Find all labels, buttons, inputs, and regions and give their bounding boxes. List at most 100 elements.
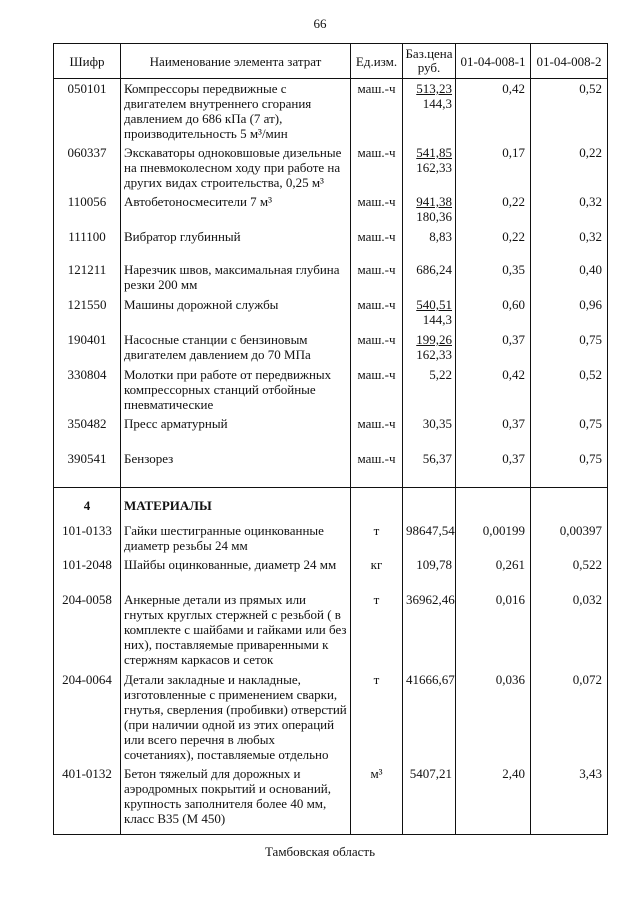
code-cell: 121211 bbox=[53, 260, 121, 295]
norm-value: 0,17 bbox=[455, 143, 531, 192]
column-header: 01-04-008-2 bbox=[530, 43, 608, 79]
unit-cell: м³ bbox=[350, 764, 403, 834]
price-cell: 513,23 144,3 bbox=[402, 78, 456, 143]
norm-value: 0,22 bbox=[530, 143, 608, 192]
norm-value: 0,75 bbox=[530, 414, 608, 449]
price-line: 109,78 bbox=[416, 557, 452, 572]
code-cell: 111100 bbox=[53, 227, 121, 260]
header-row: Шифр Наименование элемента затрат Ед.изм. Б… bbox=[53, 43, 608, 79]
name-cell: Нарезчик швов, максимальная глубина резк… bbox=[120, 260, 351, 295]
price-cell: 540,51 144,3 bbox=[402, 295, 456, 330]
price-line: 162,33 bbox=[416, 347, 452, 362]
name-cell: Шайбы оцинкованные, диаметр 24 мм bbox=[120, 555, 351, 590]
price-line: 144,3 bbox=[422, 312, 452, 327]
cost-table: Шифр Наименование элемента затрат Ед.изм. Б… bbox=[53, 43, 608, 835]
norm-value: 0,96 bbox=[530, 295, 608, 330]
column-header: 01-04-008-1 bbox=[455, 43, 531, 79]
table-row: 350482 Пресс арматурный маш.-ч 30,35 0,37 0,7… bbox=[53, 414, 608, 449]
empty-cell bbox=[350, 486, 403, 521]
norm-value: 0,52 bbox=[530, 365, 608, 414]
table-row: 204-0064 Детали закладные и накладные, из… bbox=[53, 670, 608, 764]
name-cell: Бензорез bbox=[120, 449, 351, 487]
price-line: 180,36 bbox=[416, 209, 452, 224]
name-cell: Насосные станции с бензиновым двигателем… bbox=[120, 330, 351, 365]
code-cell: 050101 bbox=[53, 78, 121, 143]
price-line: 540,51 bbox=[416, 297, 452, 312]
page-number: 66 bbox=[313, 16, 327, 31]
price-line: 30,35 bbox=[422, 416, 452, 431]
table-row: 121211 Нарезчик швов, максимальная глубин… bbox=[53, 260, 608, 295]
column-header: Баз.цена руб. bbox=[402, 43, 456, 79]
unit-cell: т bbox=[350, 590, 403, 670]
name-cell: Бетон тяжелый для дорожных и аэродромных… bbox=[120, 764, 351, 834]
column-header: Ед.изм. bbox=[350, 43, 403, 79]
norm-value: 0,072 bbox=[530, 670, 608, 764]
column-header: Наименование элемента затрат bbox=[120, 43, 351, 79]
code-cell: 204-0058 bbox=[53, 590, 121, 670]
price-line: 8,83 bbox=[429, 229, 452, 244]
code-cell: 390541 bbox=[53, 449, 121, 487]
table-row: 110056 Автобетоносмесители 7 м³ маш.-ч 941,… bbox=[53, 192, 608, 227]
code-cell: 330804 bbox=[53, 365, 121, 414]
norm-value: 0,37 bbox=[455, 414, 531, 449]
table-row: 050101 Компрессоры передвижные с двигател… bbox=[53, 78, 608, 143]
unit-cell: маш.-ч bbox=[350, 227, 403, 260]
price-line: 41666,67 bbox=[406, 672, 455, 687]
code-cell: 121550 bbox=[53, 295, 121, 330]
price-cell: 5407,21 bbox=[402, 764, 456, 834]
table-row: 401-0132 Бетон тяжелый для дорожных и аэр… bbox=[53, 764, 608, 834]
name-cell: Компрессоры передвижные с двигателем вну… bbox=[120, 78, 351, 143]
column-header: Шифр bbox=[53, 43, 121, 79]
norm-value: 0,00199 bbox=[455, 521, 531, 555]
code-cell: 204-0064 bbox=[53, 670, 121, 764]
code-cell: 401-0132 bbox=[53, 764, 121, 834]
norm-value: 0,75 bbox=[530, 330, 608, 365]
unit-cell: маш.-ч bbox=[350, 143, 403, 192]
table-row: 330804 Молотки при работе от передвижных … bbox=[53, 365, 608, 414]
price-line: 98647,54 bbox=[406, 523, 455, 538]
norm-value: 0,37 bbox=[455, 449, 531, 487]
price-cell: 5,22 bbox=[402, 365, 456, 414]
unit-cell: маш.-ч bbox=[350, 365, 403, 414]
unit-cell: маш.-ч bbox=[350, 192, 403, 227]
unit-cell: кг bbox=[350, 555, 403, 590]
table-row: 190401 Насосные станции с бензиновым двиг… bbox=[53, 330, 608, 365]
norm-value: 0,22 bbox=[455, 227, 531, 260]
norm-value: 0,32 bbox=[530, 227, 608, 260]
norm-value: 0,032 bbox=[530, 590, 608, 670]
code-cell: 060337 bbox=[53, 143, 121, 192]
unit-cell: маш.-ч bbox=[350, 449, 403, 487]
price-cell: 56,37 bbox=[402, 449, 456, 487]
table-row: 101-2048 Шайбы оцинкованные, диаметр 24 м… bbox=[53, 555, 608, 590]
price-cell: 30,35 bbox=[402, 414, 456, 449]
empty-cell bbox=[530, 486, 608, 521]
table-row: 204-0058 Анкерные детали из прямых или гн… bbox=[53, 590, 608, 670]
price-line: 686,24 bbox=[416, 262, 452, 277]
price-line: 541,85 bbox=[416, 145, 452, 160]
norm-value: 2,40 bbox=[455, 764, 531, 834]
code-cell: 101-2048 bbox=[53, 555, 121, 590]
price-cell: 98647,54 bbox=[402, 521, 456, 555]
norm-value: 0,261 bbox=[455, 555, 531, 590]
table-row: 111100 Вибратор глубинный маш.-ч 8,83 0,22 0,… bbox=[53, 227, 608, 260]
norm-value: 0,00397 bbox=[530, 521, 608, 555]
price-line: 941,38 bbox=[416, 194, 452, 209]
price-cell: 8,83 bbox=[402, 227, 456, 260]
name-cell: МАТЕРИАЛЫ bbox=[120, 486, 351, 521]
norm-value: 0,60 bbox=[455, 295, 531, 330]
norm-value: 0,40 bbox=[530, 260, 608, 295]
unit-cell: т bbox=[350, 521, 403, 555]
price-cell: 36962,46 bbox=[402, 590, 456, 670]
price-cell: 541,85 162,33 bbox=[402, 143, 456, 192]
footer: Тамбовская область bbox=[264, 844, 376, 859]
price-line: 162,33 bbox=[416, 160, 452, 175]
unit-cell: маш.-ч bbox=[350, 414, 403, 449]
empty-cell bbox=[455, 486, 531, 521]
norm-value: 0,75 bbox=[530, 449, 608, 487]
code-cell: 110056 bbox=[53, 192, 121, 227]
price-cell: 41666,67 bbox=[402, 670, 456, 764]
name-cell: Автобетоносмесители 7 м³ bbox=[120, 192, 351, 227]
code-cell: 350482 bbox=[53, 414, 121, 449]
name-cell: Экскаваторы одноковшовые дизельные на пн… bbox=[120, 143, 351, 192]
